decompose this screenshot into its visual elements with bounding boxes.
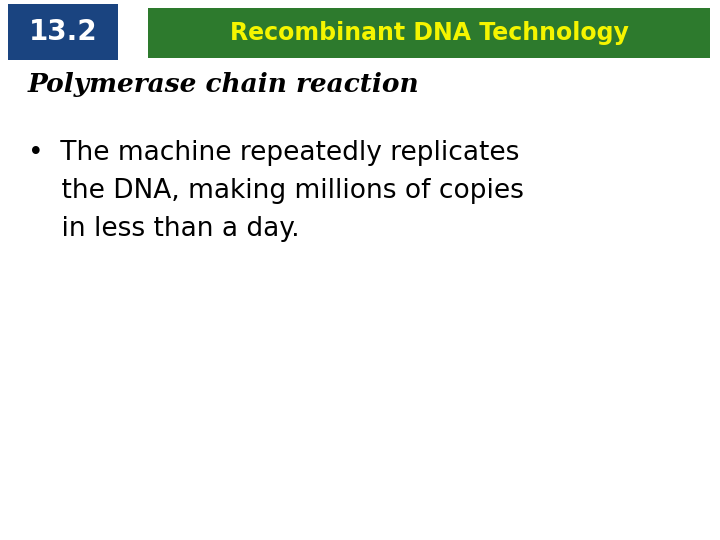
Text: in less than a day.: in less than a day. (28, 216, 300, 242)
Text: Polymerase chain reaction: Polymerase chain reaction (28, 72, 420, 97)
Bar (8, 4, 118, 60)
Text: •  The machine repeatedly replicates: • The machine repeatedly replicates (28, 140, 519, 166)
Bar (148, 8, 710, 58)
Text: Recombinant DNA Technology: Recombinant DNA Technology (230, 21, 629, 45)
Text: 13.2: 13.2 (29, 18, 97, 46)
Text: the DNA, making millions of copies: the DNA, making millions of copies (28, 178, 524, 204)
